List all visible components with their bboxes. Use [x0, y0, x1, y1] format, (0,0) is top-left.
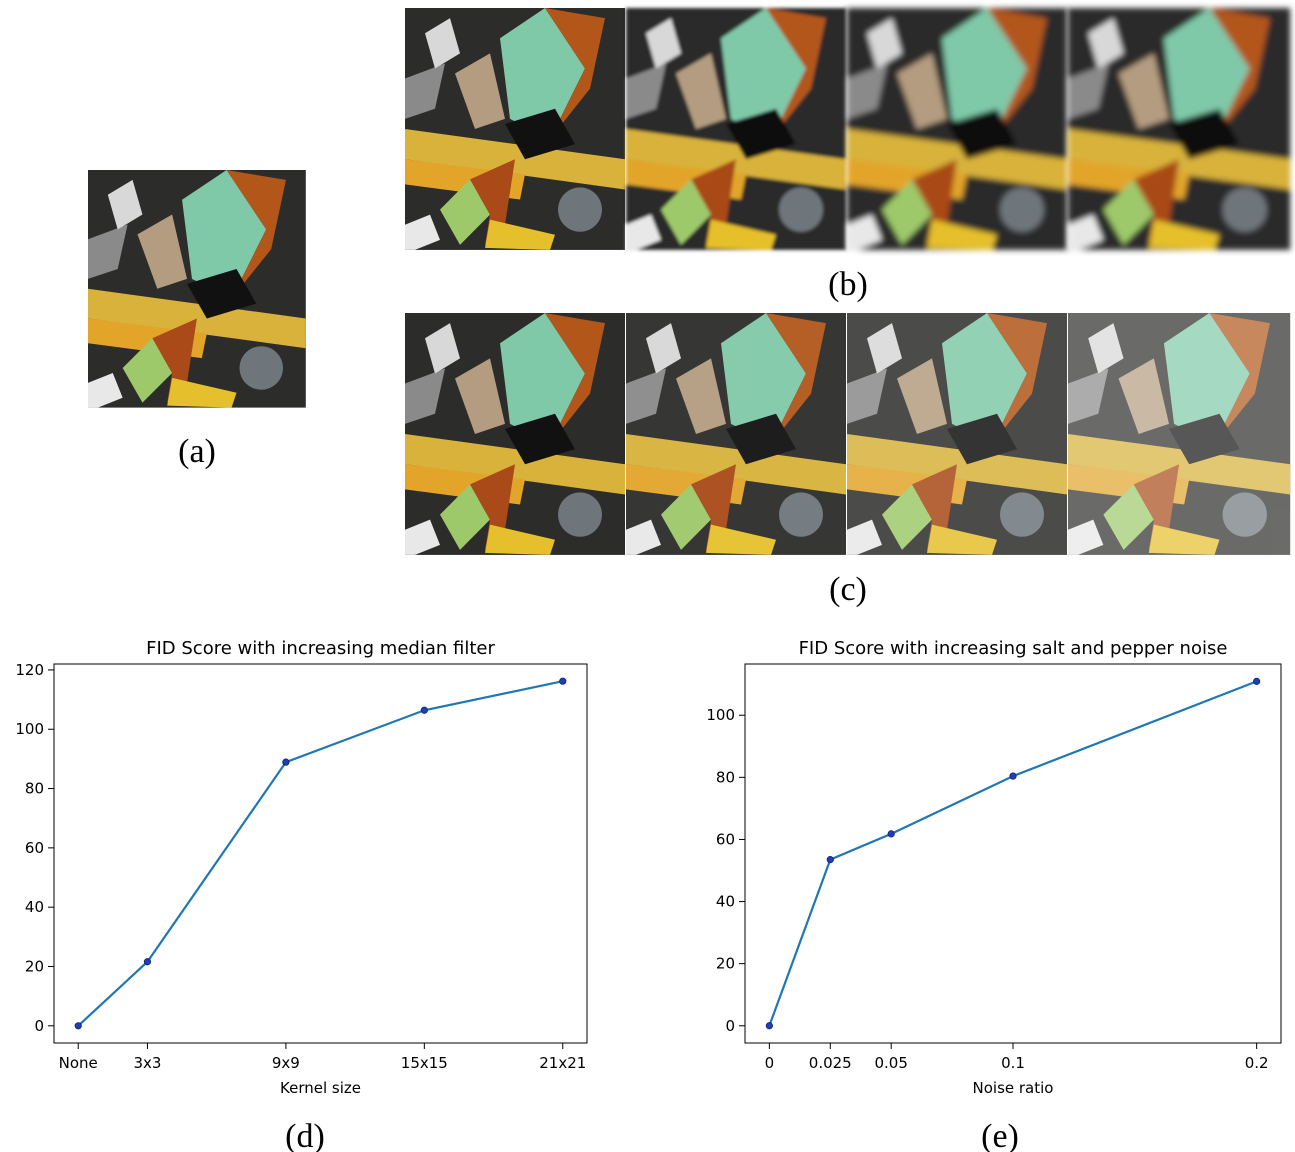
y-tick-label: 60 — [716, 830, 735, 848]
y-tick-label: 100 — [15, 720, 44, 738]
y-tick-label: 80 — [25, 780, 44, 798]
image-row-median — [405, 8, 1290, 250]
caption: (d) — [285, 1118, 325, 1152]
line — [769, 681, 1256, 1025]
caption: (a) — [178, 433, 216, 470]
y-tick-label: 0 — [725, 1017, 735, 1035]
marker — [827, 856, 833, 862]
y-tick-label: 40 — [716, 893, 735, 911]
x-tick-label: 0.2 — [1245, 1054, 1269, 1072]
caption: (e) — [981, 1118, 1019, 1152]
plot-frame — [54, 664, 587, 1043]
marker — [560, 678, 566, 684]
y-tick-label: 80 — [716, 768, 735, 786]
x-tick-label: 3x3 — [133, 1054, 161, 1072]
marker — [283, 759, 289, 765]
y-tick-label: 100 — [706, 706, 735, 724]
marker — [1010, 773, 1016, 779]
y-tick-label: 20 — [25, 957, 44, 975]
plot-frame — [745, 664, 1281, 1043]
x-tick-label: 15x15 — [401, 1054, 448, 1072]
y-tick-label: 40 — [25, 898, 44, 916]
marker — [766, 1023, 772, 1029]
chart-title: FID Score with increasing median filter — [146, 638, 495, 659]
x-tick-label: 0.025 — [809, 1054, 852, 1072]
caption: (c) — [829, 571, 867, 608]
x-tick-label: 0.05 — [874, 1054, 907, 1072]
marker — [144, 959, 150, 965]
x-tick-label: None — [59, 1054, 98, 1072]
x-axis-label: Kernel size — [280, 1079, 361, 1097]
x-tick-label: 21x21 — [539, 1054, 586, 1072]
y-tick-label: 120 — [15, 661, 44, 679]
marker — [75, 1023, 81, 1029]
chart-title: FID Score with increasing salt and peppe… — [799, 638, 1228, 659]
image-original — [88, 170, 306, 408]
y-tick-label: 60 — [25, 839, 44, 857]
image-row-noise — [405, 313, 1290, 555]
x-tick-label: 0.1 — [1001, 1054, 1025, 1072]
marker — [421, 707, 427, 713]
x-tick-label: 9x9 — [272, 1054, 300, 1072]
marker — [1253, 678, 1259, 684]
y-tick-label: 0 — [34, 1017, 44, 1035]
line — [78, 681, 563, 1026]
x-axis-label: Noise ratio — [973, 1079, 1054, 1097]
marker — [888, 831, 894, 837]
x-tick-label: 0 — [765, 1054, 775, 1072]
figure: (a) (b) (c) (d) (e) FID Score with incre… — [0, 0, 1295, 1152]
y-tick-label: 20 — [716, 955, 735, 973]
caption: (b) — [828, 266, 868, 303]
